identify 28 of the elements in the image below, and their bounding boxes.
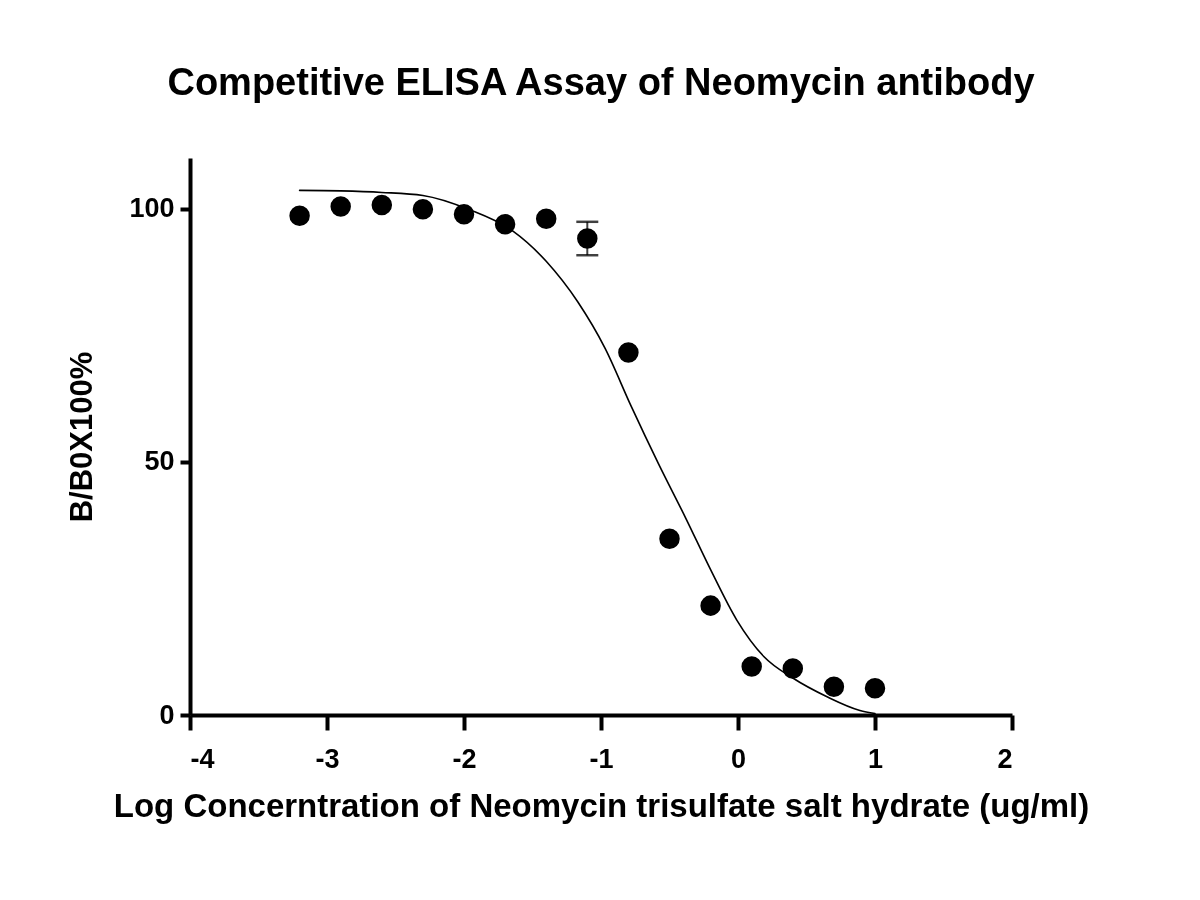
y-axis-title: B/B0X100%	[64, 351, 100, 523]
y-tick-label: 0	[159, 699, 175, 730]
point	[864, 677, 886, 699]
point	[700, 595, 721, 616]
point	[741, 656, 762, 677]
point	[412, 198, 434, 220]
x-tick-label: -2	[452, 743, 477, 774]
point	[330, 196, 351, 217]
point	[577, 228, 598, 249]
x-tick-label: 1	[867, 743, 884, 774]
point	[453, 203, 475, 225]
x-tick-label: -3	[315, 743, 340, 774]
point	[371, 194, 393, 216]
point	[659, 528, 680, 550]
x-axis-title: Log Concerntration of Neomycin trisulfate salt hydrate (ug/ml)	[113, 786, 1090, 824]
point	[289, 205, 310, 226]
point	[535, 208, 557, 229]
chart-title: Competitive ELISA Assay of Neomycin antibody	[167, 61, 1035, 103]
x-tick-label: 0	[730, 743, 747, 774]
point	[823, 676, 845, 697]
x-tick-label: -1	[589, 743, 614, 774]
point	[494, 214, 516, 235]
x-tick-label: -4	[190, 743, 215, 774]
point	[782, 658, 804, 679]
point	[618, 342, 639, 363]
x-tick-label: 2	[997, 743, 1013, 774]
y-tick-label: 50	[144, 446, 175, 477]
y-tick-label: 100	[129, 193, 175, 224]
